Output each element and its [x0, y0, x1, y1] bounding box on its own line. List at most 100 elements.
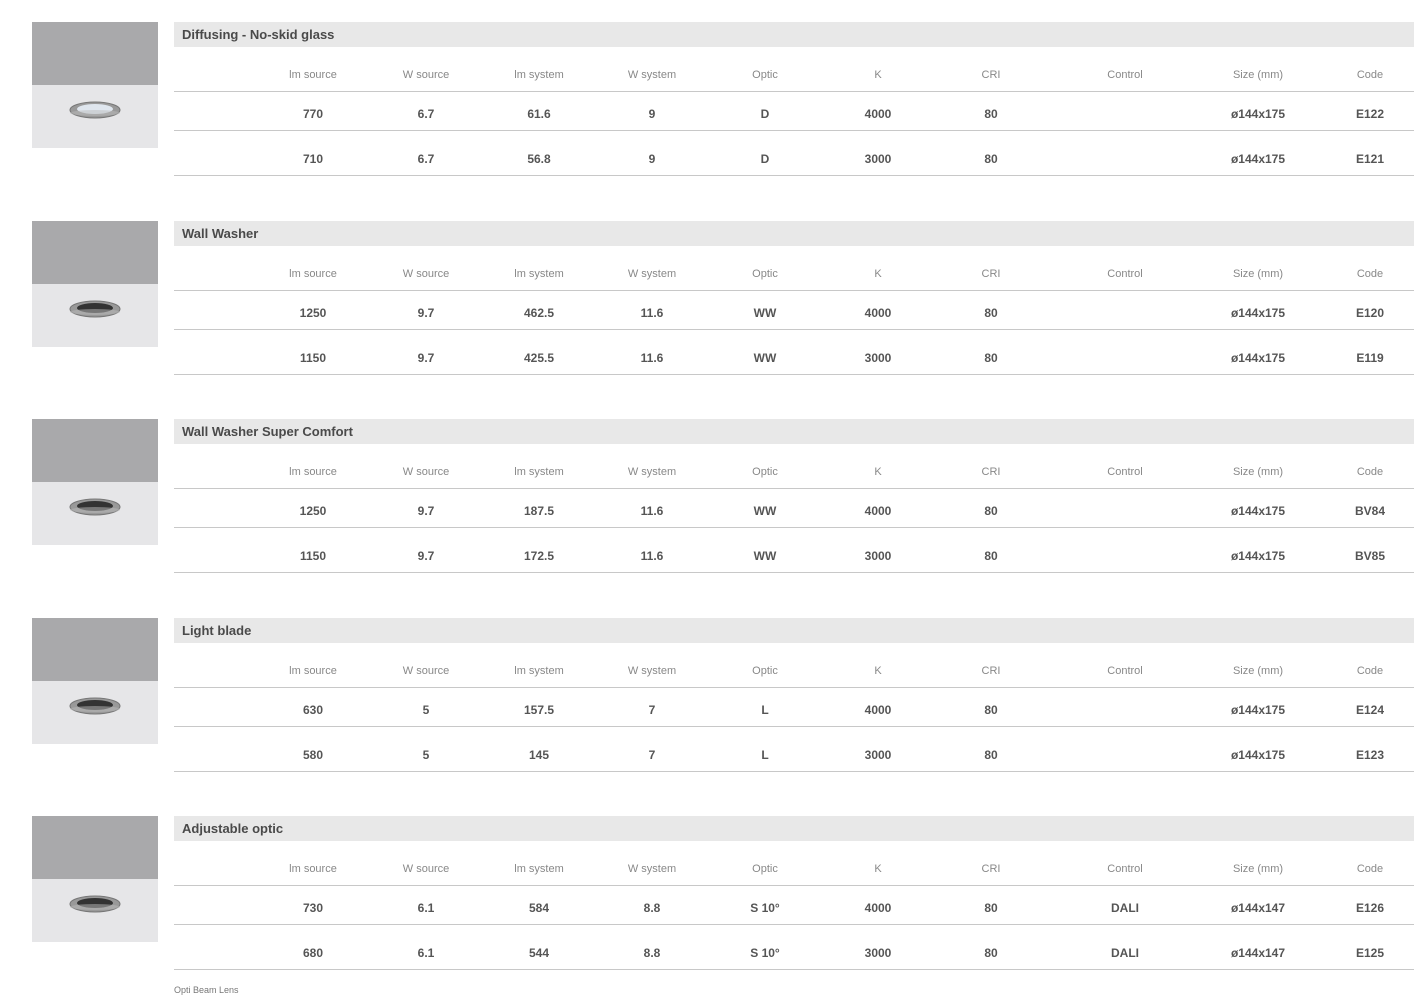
cell: 4000	[864, 305, 892, 320]
cell: 7	[648, 747, 656, 762]
column-header: lm system	[514, 69, 564, 81]
column-header: Code	[1356, 69, 1384, 81]
cell: 187.5	[523, 504, 555, 518]
cell: 80	[984, 152, 998, 166]
column-header: W source	[402, 664, 450, 677]
lamp-icon	[69, 697, 121, 714]
cell: 584	[528, 901, 550, 915]
divider	[174, 770, 1414, 772]
cell: 1250	[299, 504, 327, 518]
cell: WW	[753, 305, 777, 320]
column-header: Optic	[752, 466, 778, 478]
cell: BV84	[1354, 504, 1386, 518]
column-header: Code	[1356, 267, 1384, 280]
cell: E119	[1356, 350, 1384, 365]
cell: 5	[422, 747, 430, 762]
cell: ø144x175	[1230, 305, 1286, 320]
cell: WW	[753, 350, 777, 365]
cell: 157.5	[523, 702, 555, 717]
divider	[174, 527, 1414, 528]
cell: 80	[984, 946, 998, 960]
lamp-icon	[69, 300, 121, 317]
title-bar	[174, 220, 1414, 246]
column-header: lm system	[514, 664, 564, 677]
column-header: Optic	[752, 69, 778, 81]
cell: WW	[753, 549, 777, 563]
cell: 3000	[864, 747, 892, 762]
column-header: lm source	[289, 69, 337, 81]
product-image	[32, 482, 158, 545]
cell: 172.5	[523, 549, 555, 563]
cell: ø144x175	[1230, 549, 1286, 563]
image-top	[32, 419, 158, 482]
column-header: Size (mm)	[1232, 69, 1284, 81]
section-title: Light blade	[182, 622, 252, 638]
cell: 80	[984, 747, 998, 762]
column-header: Size (mm)	[1232, 863, 1284, 875]
cell: 6.7	[417, 107, 435, 121]
cell: 680	[302, 946, 324, 960]
cell: E123	[1355, 747, 1385, 762]
cell: 80	[984, 901, 998, 915]
divider	[174, 488, 1414, 489]
cell: 11.6	[640, 504, 664, 518]
column-header: CRI	[981, 863, 1001, 875]
column-header: Size (mm)	[1232, 664, 1284, 677]
column-header: W system	[627, 863, 677, 875]
column-header: Optic	[752, 664, 778, 677]
cell: L	[761, 747, 769, 762]
cell: 1250	[299, 305, 327, 320]
cell: 580	[302, 747, 324, 762]
divider	[174, 885, 1414, 886]
column-header: lm system	[514, 863, 564, 875]
column-header: K	[874, 863, 882, 875]
cell: ø144x175	[1230, 747, 1286, 762]
footnote: Opti Beam Lens	[174, 985, 239, 995]
column-header: Code	[1356, 863, 1384, 875]
section-title: Wall Washer	[182, 225, 259, 241]
column-header: W system	[627, 466, 677, 478]
cell: 11.6	[640, 305, 664, 320]
cell: 56.8	[527, 152, 551, 166]
cell: 4000	[864, 901, 892, 915]
cell: 730	[302, 901, 324, 915]
divider	[174, 725, 1414, 727]
cell: 7	[648, 702, 656, 717]
cell: 9.7	[417, 350, 435, 365]
cell: 770	[302, 107, 324, 121]
column-header: Control	[1107, 466, 1143, 478]
divider	[174, 91, 1414, 92]
cell: 4000	[864, 504, 892, 518]
cell: L	[761, 702, 769, 717]
cell: DALI	[1111, 946, 1139, 960]
column-header: Control	[1107, 267, 1143, 280]
column-header: K	[874, 69, 882, 81]
title-bar	[174, 22, 1414, 47]
cell: 9.7	[417, 549, 435, 563]
product-image	[32, 879, 158, 942]
cell: E125	[1355, 946, 1385, 960]
column-header: lm system	[514, 466, 564, 478]
cell: 9.7	[417, 305, 435, 320]
column-header: CRI	[981, 466, 1001, 478]
cell: WW	[753, 504, 777, 518]
title-bar	[174, 816, 1414, 841]
cell: 1150	[299, 350, 327, 365]
column-header: lm source	[289, 267, 337, 280]
column-header: CRI	[981, 267, 1001, 280]
column-header: W system	[627, 267, 677, 280]
divider	[174, 686, 1414, 688]
column-header: K	[874, 267, 882, 280]
cell: DALI	[1111, 901, 1139, 915]
product-image	[32, 680, 158, 744]
product-image	[32, 283, 158, 347]
column-header: Code	[1356, 664, 1384, 677]
image-top	[32, 816, 158, 879]
lamp-icon	[69, 895, 121, 913]
cell: 710	[302, 152, 324, 166]
cell: E124	[1355, 702, 1385, 717]
cell: 80	[984, 305, 998, 320]
cell: ø144x147	[1230, 946, 1286, 960]
cell: 80	[984, 549, 998, 563]
cell: BV85	[1354, 549, 1386, 563]
